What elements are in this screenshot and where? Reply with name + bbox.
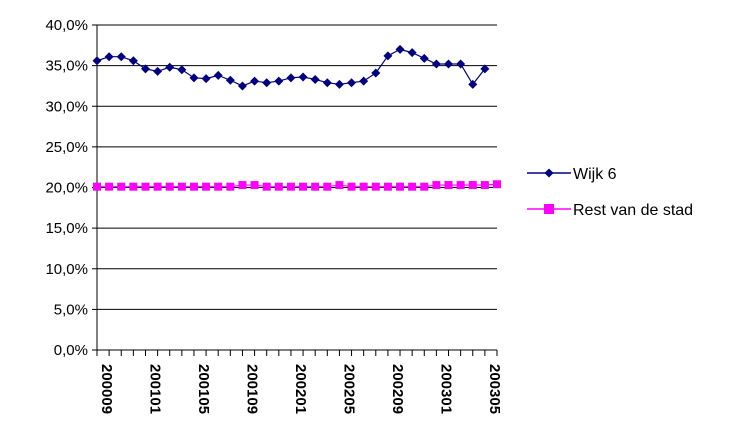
data-point: [140, 64, 150, 74]
data-point: [189, 182, 198, 191]
data-point: [274, 182, 283, 191]
series: [92, 44, 501, 191]
data-point: [213, 70, 223, 80]
data-point: [323, 182, 332, 191]
data-point: [274, 76, 284, 86]
data-point: [299, 182, 308, 191]
x-tick-label: 200009: [98, 364, 115, 414]
series-line: [97, 183, 498, 188]
y-tick-label: 0,0%: [54, 342, 88, 359]
series-1: [92, 44, 490, 91]
x-tick-label: 200301: [437, 364, 454, 414]
data-point: [431, 59, 441, 69]
data-point: [347, 182, 356, 191]
data-point: [444, 59, 454, 69]
data-point: [153, 66, 163, 76]
data-point: [286, 182, 295, 191]
data-point: [359, 182, 368, 191]
data-point: [408, 182, 417, 191]
data-point: [105, 182, 114, 191]
data-point: [334, 79, 344, 89]
data-point: [189, 73, 199, 83]
legend: Wijk 6 Rest van de stad: [527, 166, 693, 219]
data-point: [444, 181, 453, 190]
x-tick-label: 200305: [486, 364, 503, 414]
legend-marker: [544, 204, 554, 214]
series-2: [93, 180, 501, 191]
data-point: [177, 65, 187, 75]
data-point: [141, 182, 150, 191]
data-point: [202, 182, 211, 191]
gridlines: [97, 24, 497, 310]
data-point: [432, 181, 441, 190]
y-tick-label: 40,0%: [45, 17, 88, 34]
data-point: [226, 182, 235, 191]
data-point: [298, 72, 308, 82]
y-tick-label: 15,0%: [45, 220, 88, 237]
data-point: [214, 182, 223, 191]
data-point: [468, 79, 478, 89]
data-point: [262, 78, 272, 88]
x-tick-label: 200205: [340, 364, 357, 414]
data-point: [322, 78, 332, 88]
legend-item: Wijk 6: [527, 166, 617, 183]
data-point: [480, 64, 490, 74]
data-point: [104, 52, 114, 62]
data-point: [407, 48, 417, 58]
x-tick-label: 200109: [243, 364, 260, 414]
legend-label: Rest van de stad: [573, 202, 693, 219]
data-point: [371, 182, 380, 191]
data-point: [286, 73, 296, 83]
x-tick-label: 200201: [292, 364, 309, 414]
data-point: [238, 181, 247, 190]
data-point: [420, 182, 429, 191]
data-point: [395, 44, 405, 54]
data-point: [311, 182, 320, 191]
axes: 0,0% 5,0% 10,0% 15,0% 20,0% 25,0% 30,0% 35,0% 40…: [45, 17, 502, 414]
data-point: [262, 182, 271, 191]
y-tick-label: 30,0%: [45, 98, 88, 115]
x-tick-label: 200105: [195, 364, 212, 414]
data-point: [128, 56, 138, 66]
legend-marker: [544, 168, 554, 178]
data-point: [201, 74, 211, 84]
data-point: [383, 182, 392, 191]
y-tick-label: 10,0%: [45, 261, 88, 278]
data-point: [165, 182, 174, 191]
y-tick-label: 25,0%: [45, 139, 88, 156]
data-point: [456, 181, 465, 190]
y-tick-label: 35,0%: [45, 58, 88, 75]
data-point: [419, 53, 429, 63]
data-point: [225, 75, 235, 85]
data-point: [250, 181, 259, 190]
data-point: [383, 51, 393, 61]
data-point: [456, 59, 466, 69]
y-tick-label: 5,0%: [54, 301, 88, 318]
data-point: [177, 182, 186, 191]
data-point: [493, 180, 501, 189]
data-point: [92, 56, 102, 66]
legend-item: Rest van de stad: [527, 202, 693, 219]
data-point: [347, 78, 357, 88]
data-point: [237, 81, 247, 91]
data-point: [310, 74, 320, 84]
data-point: [153, 182, 162, 191]
data-point: [468, 181, 477, 190]
data-point: [480, 181, 489, 190]
x-tick-label: 200209: [389, 364, 406, 414]
data-point: [335, 181, 344, 190]
legend-label: Wijk 6: [573, 166, 617, 183]
y-tick-label: 20,0%: [45, 180, 88, 197]
data-point: [250, 76, 260, 86]
data-point: [359, 76, 369, 86]
data-point: [93, 182, 101, 191]
data-point: [165, 62, 175, 72]
x-tick-label: 200101: [146, 364, 163, 414]
data-point: [371, 68, 381, 78]
data-point: [129, 182, 138, 191]
data-point: [396, 182, 405, 191]
data-point: [116, 52, 126, 62]
data-point: [117, 182, 126, 191]
